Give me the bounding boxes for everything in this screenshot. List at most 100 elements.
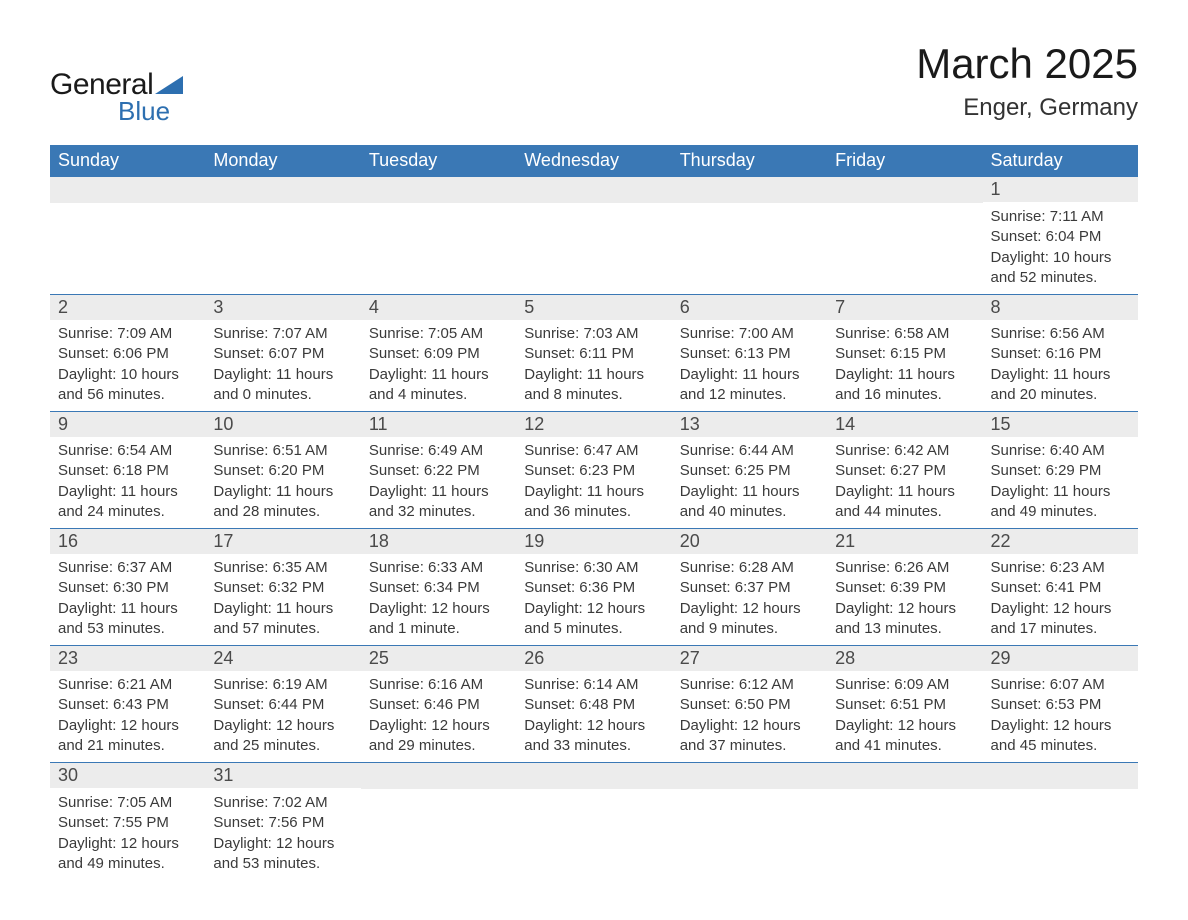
day-details: Sunrise: 6:30 AMSunset: 6:36 PMDaylight:… bbox=[516, 554, 671, 645]
day-number: 15 bbox=[983, 412, 1138, 437]
weekday-header: Sunday bbox=[50, 145, 205, 177]
day-number: 6 bbox=[672, 295, 827, 320]
day-details: Sunrise: 7:07 AMSunset: 6:07 PMDaylight:… bbox=[205, 320, 360, 411]
title-block: March 2025 Enger, Germany bbox=[916, 40, 1138, 122]
day-details: Sunrise: 6:16 AMSunset: 6:46 PMDaylight:… bbox=[361, 671, 516, 762]
day-details: Sunrise: 6:49 AMSunset: 6:22 PMDaylight:… bbox=[361, 437, 516, 528]
location-label: Enger, Germany bbox=[916, 94, 1138, 122]
page-title: March 2025 bbox=[916, 40, 1138, 88]
day-number: 31 bbox=[205, 763, 360, 788]
day-details: Sunrise: 6:14 AMSunset: 6:48 PMDaylight:… bbox=[516, 671, 671, 762]
weekday-header: Wednesday bbox=[516, 145, 671, 177]
day-number: 30 bbox=[50, 763, 205, 788]
day-details: Sunrise: 6:28 AMSunset: 6:37 PMDaylight:… bbox=[672, 554, 827, 645]
empty-day-number bbox=[50, 177, 205, 203]
logo-text-blue: Blue bbox=[118, 96, 170, 127]
week-body-row: Sunrise: 7:05 AMSunset: 7:55 PMDaylight:… bbox=[50, 789, 1138, 880]
day-details bbox=[205, 203, 360, 213]
day-details: Sunrise: 6:26 AMSunset: 6:39 PMDaylight:… bbox=[827, 554, 982, 645]
day-number: 13 bbox=[672, 412, 827, 437]
empty-day-number bbox=[672, 763, 827, 789]
day-details bbox=[983, 789, 1138, 799]
header: General Blue March 2025 Enger, Germany bbox=[50, 40, 1138, 127]
day-number: 5 bbox=[516, 295, 671, 320]
empty-day-number bbox=[983, 763, 1138, 789]
day-details: Sunrise: 6:56 AMSunset: 6:16 PMDaylight:… bbox=[983, 320, 1138, 411]
day-details: Sunrise: 7:09 AMSunset: 6:06 PMDaylight:… bbox=[50, 320, 205, 411]
day-number: 26 bbox=[516, 646, 671, 671]
empty-day-number bbox=[205, 177, 360, 203]
day-number: 1 bbox=[983, 177, 1138, 202]
day-details: Sunrise: 6:42 AMSunset: 6:27 PMDaylight:… bbox=[827, 437, 982, 528]
week-number-row: 9101112131415 bbox=[50, 412, 1138, 438]
empty-day-number bbox=[827, 177, 982, 203]
day-number: 18 bbox=[361, 529, 516, 554]
day-number: 16 bbox=[50, 529, 205, 554]
day-details: Sunrise: 6:44 AMSunset: 6:25 PMDaylight:… bbox=[672, 437, 827, 528]
day-number: 8 bbox=[983, 295, 1138, 320]
day-number: 27 bbox=[672, 646, 827, 671]
day-details bbox=[672, 203, 827, 213]
week-number-row: 23242526272829 bbox=[50, 646, 1138, 672]
day-details bbox=[50, 203, 205, 213]
day-number: 12 bbox=[516, 412, 671, 437]
day-number: 19 bbox=[516, 529, 671, 554]
day-number: 21 bbox=[827, 529, 982, 554]
empty-day-number bbox=[516, 177, 671, 203]
day-number: 3 bbox=[205, 295, 360, 320]
day-number: 28 bbox=[827, 646, 982, 671]
day-number: 11 bbox=[361, 412, 516, 437]
day-details: Sunrise: 7:00 AMSunset: 6:13 PMDaylight:… bbox=[672, 320, 827, 411]
day-number: 24 bbox=[205, 646, 360, 671]
week-number-row: 3031 bbox=[50, 763, 1138, 790]
day-number: 22 bbox=[983, 529, 1138, 554]
day-details: Sunrise: 6:07 AMSunset: 6:53 PMDaylight:… bbox=[983, 671, 1138, 762]
day-details: Sunrise: 6:51 AMSunset: 6:20 PMDaylight:… bbox=[205, 437, 360, 528]
week-number-row: 2345678 bbox=[50, 295, 1138, 321]
calendar-table: SundayMondayTuesdayWednesdayThursdayFrid… bbox=[50, 145, 1138, 880]
empty-day-number bbox=[516, 763, 671, 789]
day-details bbox=[361, 789, 516, 799]
day-number: 29 bbox=[983, 646, 1138, 671]
day-details bbox=[361, 203, 516, 213]
empty-day-number bbox=[827, 763, 982, 789]
day-details: Sunrise: 6:09 AMSunset: 6:51 PMDaylight:… bbox=[827, 671, 982, 762]
day-details: Sunrise: 7:11 AMSunset: 6:04 PMDaylight:… bbox=[983, 203, 1138, 294]
day-details: Sunrise: 6:23 AMSunset: 6:41 PMDaylight:… bbox=[983, 554, 1138, 645]
day-number: 20 bbox=[672, 529, 827, 554]
week-body-row: Sunrise: 7:09 AMSunset: 6:06 PMDaylight:… bbox=[50, 320, 1138, 412]
day-details: Sunrise: 6:12 AMSunset: 6:50 PMDaylight:… bbox=[672, 671, 827, 762]
day-details: Sunrise: 6:54 AMSunset: 6:18 PMDaylight:… bbox=[50, 437, 205, 528]
day-details: Sunrise: 6:35 AMSunset: 6:32 PMDaylight:… bbox=[205, 554, 360, 645]
logo: General Blue bbox=[50, 40, 183, 127]
weekday-header: Saturday bbox=[983, 145, 1138, 177]
day-details: Sunrise: 7:02 AMSunset: 7:56 PMDaylight:… bbox=[205, 789, 360, 880]
empty-day-number bbox=[361, 177, 516, 203]
week-body-row: Sunrise: 6:37 AMSunset: 6:30 PMDaylight:… bbox=[50, 554, 1138, 646]
day-details: Sunrise: 7:05 AMSunset: 7:55 PMDaylight:… bbox=[50, 789, 205, 880]
week-number-row: 16171819202122 bbox=[50, 529, 1138, 555]
day-details bbox=[516, 203, 671, 213]
day-details: Sunrise: 6:33 AMSunset: 6:34 PMDaylight:… bbox=[361, 554, 516, 645]
week-body-row: Sunrise: 7:11 AMSunset: 6:04 PMDaylight:… bbox=[50, 203, 1138, 295]
day-details bbox=[827, 789, 982, 799]
empty-day-number bbox=[361, 763, 516, 789]
day-details: Sunrise: 6:47 AMSunset: 6:23 PMDaylight:… bbox=[516, 437, 671, 528]
day-details: Sunrise: 6:21 AMSunset: 6:43 PMDaylight:… bbox=[50, 671, 205, 762]
day-details bbox=[827, 203, 982, 213]
weekday-header-row: SundayMondayTuesdayWednesdayThursdayFrid… bbox=[50, 145, 1138, 177]
day-number: 9 bbox=[50, 412, 205, 437]
day-number: 17 bbox=[205, 529, 360, 554]
weekday-header: Friday bbox=[827, 145, 982, 177]
week-body-row: Sunrise: 6:21 AMSunset: 6:43 PMDaylight:… bbox=[50, 671, 1138, 763]
day-details: Sunrise: 7:05 AMSunset: 6:09 PMDaylight:… bbox=[361, 320, 516, 411]
day-details: Sunrise: 6:58 AMSunset: 6:15 PMDaylight:… bbox=[827, 320, 982, 411]
empty-day-number bbox=[672, 177, 827, 203]
weekday-header: Thursday bbox=[672, 145, 827, 177]
weekday-header: Monday bbox=[205, 145, 360, 177]
day-number: 14 bbox=[827, 412, 982, 437]
day-details: Sunrise: 7:03 AMSunset: 6:11 PMDaylight:… bbox=[516, 320, 671, 411]
day-details: Sunrise: 6:37 AMSunset: 6:30 PMDaylight:… bbox=[50, 554, 205, 645]
day-number: 7 bbox=[827, 295, 982, 320]
day-details: Sunrise: 6:40 AMSunset: 6:29 PMDaylight:… bbox=[983, 437, 1138, 528]
